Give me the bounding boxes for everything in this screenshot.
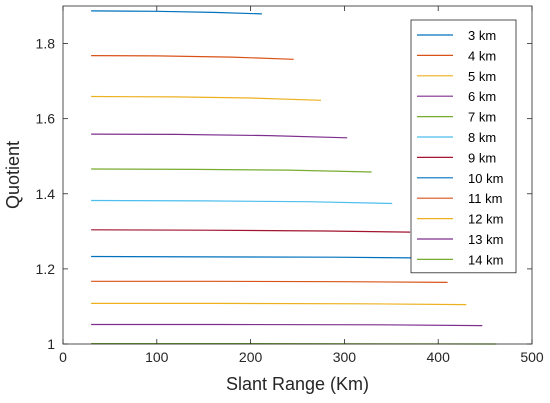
series-line-2	[91, 55, 294, 60]
legend: 3 km 4 km 5 km 6 km 7 km 8 km 9 km 10 km 11 km 12…	[410, 19, 517, 274]
x-tick-label: 0	[59, 349, 67, 365]
series-line-10	[91, 302, 467, 306]
legend-label-11: 13 km	[468, 232, 503, 247]
series-line-11	[91, 323, 483, 327]
series-line-6	[91, 199, 393, 205]
axes-box	[62, 5, 533, 345]
legend-box	[410, 19, 517, 274]
y-tick-label: 1.8	[36, 36, 56, 52]
legend-label-10: 12 km	[468, 212, 503, 227]
x-tick-label: 200	[239, 349, 263, 365]
legend-label-5: 7 km	[468, 110, 496, 125]
x-tick-label: 100	[145, 349, 169, 365]
legend-label-2: 4 km	[468, 48, 496, 63]
x-tick-label: 500	[520, 349, 544, 365]
legend-label-9: 11 km	[468, 191, 502, 206]
series-line-5	[91, 168, 372, 173]
x-tick-label: 400	[427, 349, 451, 365]
y-tick-label: 1.2	[36, 261, 56, 277]
legend-label-3: 5 km	[468, 69, 496, 84]
y-tick-label: 1.6	[36, 111, 56, 127]
series-line-4	[91, 133, 348, 139]
y-axis-label: Quotient	[3, 141, 23, 209]
series-line-8	[91, 255, 429, 259]
y-tick-label: 1	[47, 336, 55, 352]
legend-label-4: 6 km	[468, 89, 496, 104]
y-tick-label: 1.4	[36, 186, 56, 202]
legend-label-7: 9 km	[468, 150, 496, 165]
legend-label-1: 3 km	[468, 28, 496, 43]
series-line-9	[91, 280, 448, 283]
series-line-7	[91, 229, 411, 233]
legend-label-12: 14 km	[468, 252, 503, 267]
series-line-3	[91, 95, 322, 101]
legend-label-8: 10 km	[468, 171, 503, 186]
legend-label-6: 8 km	[468, 130, 496, 145]
x-axis-label: Slant Range (Km)	[226, 374, 369, 394]
ticks-layer: 0 100 200 300 400 500 1 1.2 1.4 1.6 1.8	[36, 6, 544, 365]
series-line-1	[91, 10, 262, 15]
x-tick-label: 300	[333, 349, 357, 365]
